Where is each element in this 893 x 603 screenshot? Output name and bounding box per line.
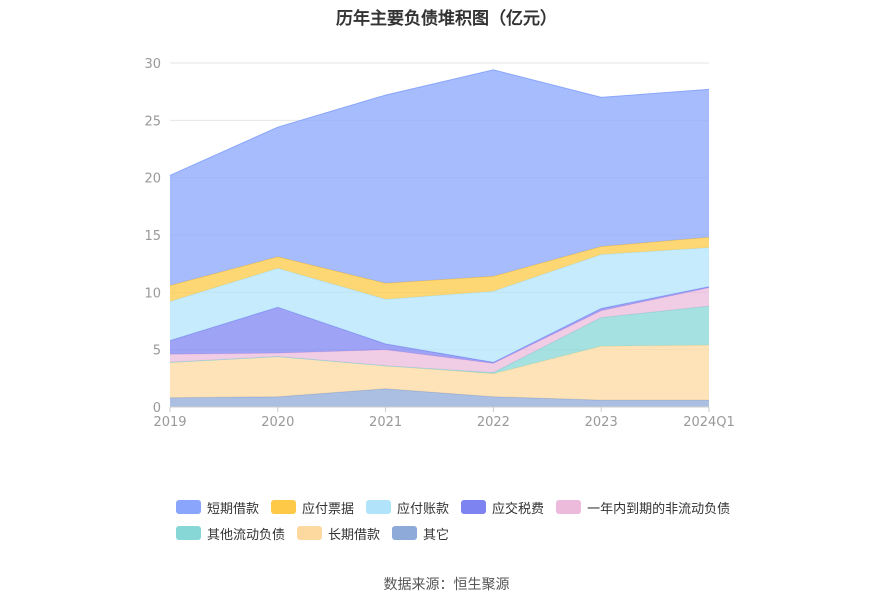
legend-label: 一年内到期的非流动负债 [587,501,731,517]
legend-swatch [297,526,323,540]
legend-item[interactable]: 其它 [392,524,449,543]
chart-title: 历年主要负债堆积图（亿元） [336,9,557,29]
legend-label: 应付账款 [397,501,450,517]
legend-swatch [271,500,297,514]
y-tick-label: 20 [144,172,161,187]
legend-label: 应交税费 [492,501,545,517]
source-note: 数据来源：恒生聚源 [383,577,510,593]
legend-item[interactable]: 应交税费 [461,498,544,517]
y-tick-label: 30 [144,57,161,72]
x-tick-label: 2021 [369,415,402,430]
x-tick-label: 2020 [261,415,294,430]
legend-item[interactable]: 其他流动负债 [176,524,285,543]
area-series-7 [170,69,709,286]
area-series-6 [170,237,709,302]
legend-label: 其它 [423,527,450,543]
y-tick-label: 5 [153,344,161,359]
x-tick-label: 2024Q1 [683,415,735,430]
y-tick-label: 0 [153,401,161,416]
legend-swatch [556,500,582,514]
area-series-edge-7 [169,69,710,176]
legend-swatch [176,526,201,540]
legend-row: 短期借款 应付票据 应付账款 应交税费 一年内到期的非流动负债 [176,494,776,520]
y-tick-label: 25 [144,114,161,129]
legend-label: 应付票据 [302,501,355,517]
legend-swatch [366,500,392,514]
x-tick-label: 2023 [585,415,618,430]
area-series-2 [170,306,709,374]
area-series-0 [170,388,709,407]
x-tick-label: 2022 [477,415,510,430]
legend-item[interactable]: 一年内到期的非流动负债 [556,498,730,517]
legend: 短期借款 应付票据 应付账款 应交税费 一年内到期的非流动负债其他流动负债 长期借款 其它 [176,494,776,546]
y-tick-label: 15 [144,229,161,244]
legend-item[interactable]: 应付账款 [366,498,449,517]
legend-item[interactable]: 短期借款 [176,498,259,517]
area-series-4 [170,286,709,364]
legend-item[interactable]: 应付票据 [271,498,354,517]
y-tick-label: 10 [144,286,161,301]
legend-label: 长期借款 [328,527,381,543]
legend-swatch [392,526,418,540]
legend-swatch [176,500,201,514]
legend-item[interactable]: 长期借款 [297,524,380,543]
x-tick-label: 2019 [153,415,186,430]
legend-swatch [461,500,487,514]
legend-row: 其他流动负债 长期借款 其它 [176,520,776,546]
legend-label: 其他流动负债 [207,527,286,543]
area-layer [169,69,710,407]
legend-label: 短期借款 [207,501,260,517]
axis-layer: 0 5 10 15 20 25 30 2019 2020 2021 2022 2023 2024Q1 [144,57,734,430]
